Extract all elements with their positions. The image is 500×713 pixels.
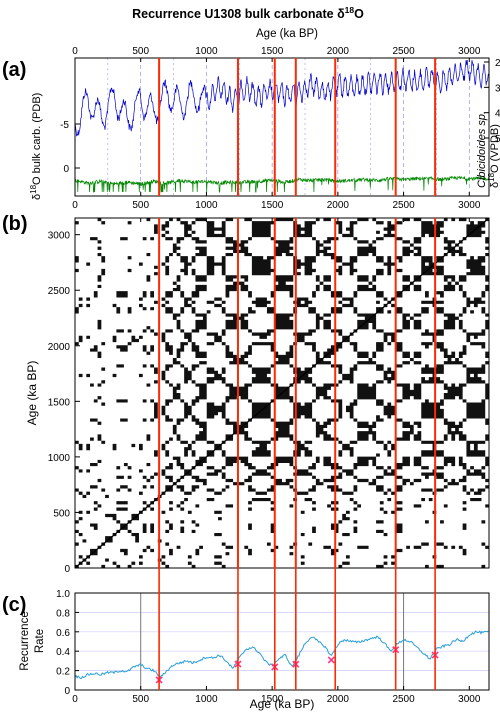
panel-a-right-tick-label: 2 — [495, 58, 500, 69]
panel-a-top-xlabel: Age (ka BP) — [256, 28, 318, 40]
panel-b-ylabel: Age (ka BP) — [25, 361, 39, 426]
panel-a-top-tick-label: 1000 — [195, 46, 218, 57]
panel-b-y-tick-label: 3000 — [48, 231, 71, 242]
panel-c-y-tick-label: 0 — [64, 686, 70, 697]
panel-c-grid — [75, 612, 489, 671]
panel-c-ylabel-line1: Recurrence — [19, 611, 31, 670]
panel-a-left-tick-label: -5 — [60, 120, 69, 131]
panel-a-frame — [74, 57, 490, 197]
panel-a-top-tick-label: 1500 — [261, 46, 284, 57]
panel-a-left-tick-label: 0 — [63, 164, 69, 175]
panel-b-y-tick-label: 500 — [53, 508, 70, 519]
panel-a-right-ticks: 2 3 4 5 — [484, 58, 500, 145]
panel-a-top-tick-label: 3000 — [458, 46, 481, 57]
panel-a-bulk-carbonate-series — [74, 175, 490, 193]
minimum-marker-stroke — [327, 656, 335, 664]
panel-a-bottom-tick-label: 2500 — [392, 200, 415, 211]
panel-a-left-ticks: -5 0 — [60, 120, 80, 175]
panel-b-y-tick-label: 1000 — [48, 453, 71, 464]
panel-b-y-tick-label: 2500 — [48, 286, 71, 297]
panel-c-x-tick-label: 500 — [132, 694, 149, 705]
title-main: Recurrence U1308 bulk carbonate δ — [132, 7, 345, 21]
panel-c-x-tick-label: 1500 — [261, 694, 284, 705]
panel-c-y-tick-label: 0.8 — [56, 608, 70, 619]
title-superscript: 18 — [345, 5, 355, 15]
panel-a-bottom-tick-label: 2000 — [327, 200, 350, 211]
panel-a-top-tick-label: 0 — [72, 46, 78, 57]
panel-label-c: (c) — [2, 594, 26, 616]
panel-c-frame — [74, 592, 490, 691]
panel-a-top-ticks: 0 500 1000 1500 2000 2500 3000 — [72, 46, 481, 62]
panel-c-y-ticks: 0 0.2 0.4 0.6 0.8 1.0 — [56, 589, 79, 697]
panel-a-right-tick-label: 5 — [495, 134, 500, 145]
panel-a-top-tick-label: 500 — [132, 46, 149, 57]
panel-a-right-tick-label: 3 — [495, 83, 500, 94]
panel-c-xlabel: Age (ka BP) — [250, 697, 315, 711]
panel-a-top-tick-label: 2000 — [327, 46, 350, 57]
panel-label-a: (a) — [2, 59, 26, 81]
panel-b-y-tick-label: 2000 — [48, 342, 71, 353]
panel-a-benthic-series — [74, 59, 489, 137]
panel-b-top-ticks — [74, 218, 470, 222]
panel-c-y-tick-label: 0.2 — [56, 667, 70, 678]
recurrence-diagonal — [74, 217, 490, 569]
panel-c-y-tick-label: 0.4 — [56, 647, 70, 658]
panel-c-y-tick-label: 0.6 — [56, 628, 70, 639]
panel-b-frame — [74, 217, 490, 569]
panel-a-bottom-ticks: 0 500 1000 1500 2000 2500 3000 — [72, 192, 481, 211]
minimum-marker — [327, 656, 335, 664]
panel-c-x-tick-label: 2500 — [392, 694, 415, 705]
transition-lines — [158, 58, 437, 690]
panel-a: 0 500 1000 1500 2000 2500 3000 0 500 1000 1500 200… — [29, 46, 500, 211]
panel-c-grey-vlines — [140, 593, 405, 690]
panel-c: 0 0.2 0.4 0.6 0.8 1.0 0 500 1000 1500 2000 2500 300… — [19, 589, 490, 711]
panel-a-bottom-tick-label: 1500 — [261, 200, 284, 211]
panel-a-bottom-tick-label: 1000 — [195, 200, 218, 211]
panel-a-right-ylabel-bottom: δ18O (VPDB) — [487, 124, 500, 188]
panel-b-y-tick-label: 0 — [64, 564, 70, 575]
panel-c-x-tick-label: 0 — [72, 694, 78, 705]
figure-title: Recurrence U1308 bulk carbonate δ18O — [132, 5, 364, 21]
panel-c-x-tick-label: 1000 — [195, 694, 218, 705]
panel-a-left-ylabel: δ18O bulk carb. (PDB) — [29, 93, 43, 200]
panel-label-b: (b) — [2, 213, 28, 235]
panel-b: 0 500 1000 1500 2000 2500 3000 Age (ka BP) — [25, 217, 490, 575]
panel-a-bottom-tick-label: 3000 — [458, 200, 481, 211]
title-end: O — [354, 7, 364, 21]
recurrence-rate-line — [74, 630, 489, 680]
panel-a-right-tick-label: 4 — [495, 109, 500, 120]
recurrence-plot-matrix — [74, 217, 490, 569]
panel-c-x-ticks: 0 500 1000 1500 2000 2500 3000 — [72, 686, 481, 705]
panel-b-y-ticks: 0 500 1000 1500 2000 2500 3000 — [48, 231, 80, 575]
panel-a-top-tick-label: 2500 — [392, 46, 415, 57]
panel-c-x-tick-label: 2000 — [327, 694, 350, 705]
panel-a-bottom-tick-label: 500 — [132, 200, 149, 211]
panel-c-x-tick-label: 3000 — [458, 694, 481, 705]
panel-b-y-tick-label: 1500 — [48, 397, 71, 408]
panel-c-y-tick-label: 1.0 — [56, 589, 70, 600]
panel-a-grid — [74, 58, 470, 196]
panel-a-right-ylabel-top: Cibicidoides sp. — [476, 111, 488, 188]
panel-c-ylabel-line2: Rate — [34, 629, 46, 653]
panel-a-bottom-tick-label: 0 — [72, 200, 78, 211]
